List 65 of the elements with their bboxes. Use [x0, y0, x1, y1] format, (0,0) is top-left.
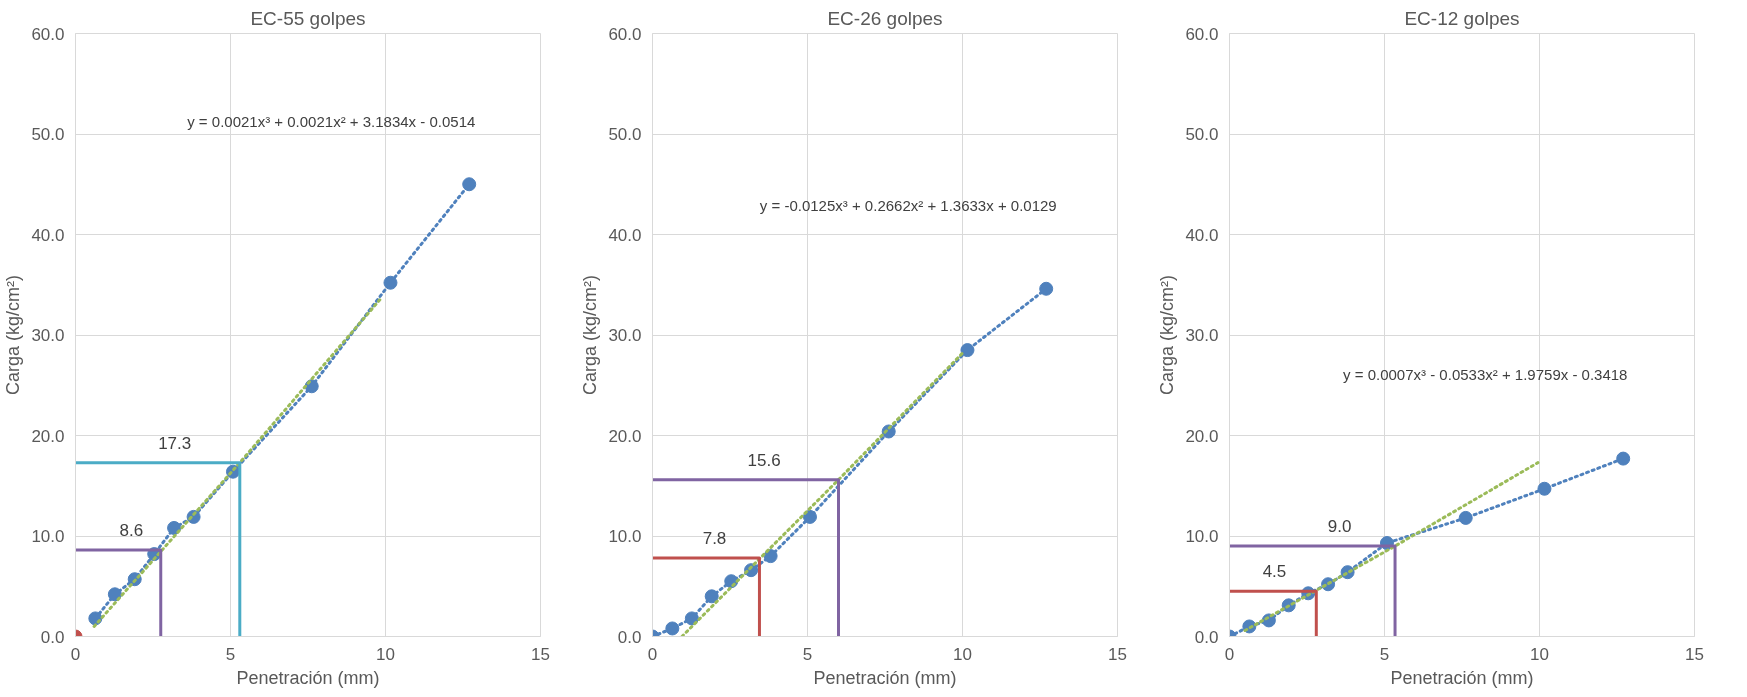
y-tick-label: 10.0: [31, 527, 65, 546]
x-tick-label: 15: [1685, 644, 1704, 664]
point: [1039, 281, 1054, 296]
point: [383, 275, 398, 290]
y-tick-label: 50.0: [608, 125, 642, 144]
x-tick-label: 5: [802, 644, 813, 664]
point: [167, 520, 182, 535]
x-axis-title: Penetración (mm): [236, 667, 380, 688]
y-tick-label: 60.0: [608, 24, 642, 44]
annotation: 7.8: [702, 529, 727, 549]
y-tick-label: 50.0: [1185, 125, 1219, 144]
y-tick-label: 0.0: [1194, 627, 1219, 647]
annotation: 9.0: [1327, 517, 1352, 537]
x-tick-label: 0: [1224, 644, 1235, 664]
x-tick-label: 15: [531, 644, 550, 664]
chart-title: EC-26 golpes: [827, 7, 943, 29]
point: [763, 549, 778, 564]
y-tick-label: 0.0: [617, 627, 642, 647]
x-tick-label: 10: [376, 644, 395, 664]
y-tick-label: 60.0: [1185, 24, 1219, 44]
point: [704, 589, 719, 604]
y-tick-label: 0.0: [40, 627, 65, 647]
x-tick-label: 10: [1530, 644, 1549, 664]
chart-title: EC-12 golpes: [1404, 7, 1520, 29]
y-tick-label: 20.0: [1185, 426, 1219, 446]
point: [802, 509, 817, 524]
annotation: 8.6: [119, 521, 144, 541]
point: [1458, 510, 1473, 525]
annotation: 15.6: [747, 450, 781, 470]
y-tick-label: 30.0: [608, 326, 642, 345]
point: [665, 621, 680, 636]
y-axis-title: Carga (kg/cm²): [580, 274, 601, 396]
y-tick-label: 50.0: [31, 125, 65, 144]
y-tick-label: 20.0: [31, 426, 65, 446]
point: [960, 343, 975, 358]
x-tick-label: 15: [1108, 644, 1127, 664]
x-tick-label: 0: [647, 644, 658, 664]
x-tick-label: 5: [225, 644, 236, 664]
annotation: y = -0.0125x³ + 0.2662x² + 1.3633x + 0.0129: [759, 197, 1057, 215]
y-tick-label: 30.0: [31, 326, 65, 345]
y-tick-label: 40.0: [31, 225, 65, 245]
y-axis-title: Carga (kg/cm²): [3, 274, 24, 396]
point: [684, 611, 699, 626]
chart-title: EC-55 golpes: [250, 7, 366, 29]
annotation: y = 0.0021x³ + 0.0021x² + 3.1834x - 0.0514: [187, 112, 476, 130]
x-tick-label: 5: [1379, 644, 1390, 664]
y-tick-label: 30.0: [1185, 326, 1219, 345]
annotation: 4.5: [1262, 562, 1287, 582]
y-tick-label: 10.0: [1185, 527, 1219, 546]
x-axis-title: Penetración (mm): [1390, 667, 1534, 688]
point: [1616, 451, 1631, 466]
point: [462, 177, 477, 192]
x-axis-title: Penetración (mm): [813, 667, 957, 688]
point: [1537, 481, 1552, 496]
y-axis-title: Carga (kg/cm²): [1157, 274, 1178, 396]
x-tick-label: 10: [953, 644, 972, 664]
y-tick-label: 40.0: [608, 225, 642, 245]
annotation: y = 0.0007x³ - 0.0533x² + 1.9759x - 0.3418: [1343, 366, 1628, 384]
y-tick-label: 40.0: [1185, 225, 1219, 245]
annotation: 17.3: [158, 433, 192, 453]
y-tick-label: 20.0: [608, 426, 642, 446]
y-tick-label: 10.0: [608, 527, 642, 546]
x-tick-label: 0: [70, 644, 81, 664]
y-tick-label: 60.0: [31, 24, 65, 44]
point: [107, 587, 122, 602]
